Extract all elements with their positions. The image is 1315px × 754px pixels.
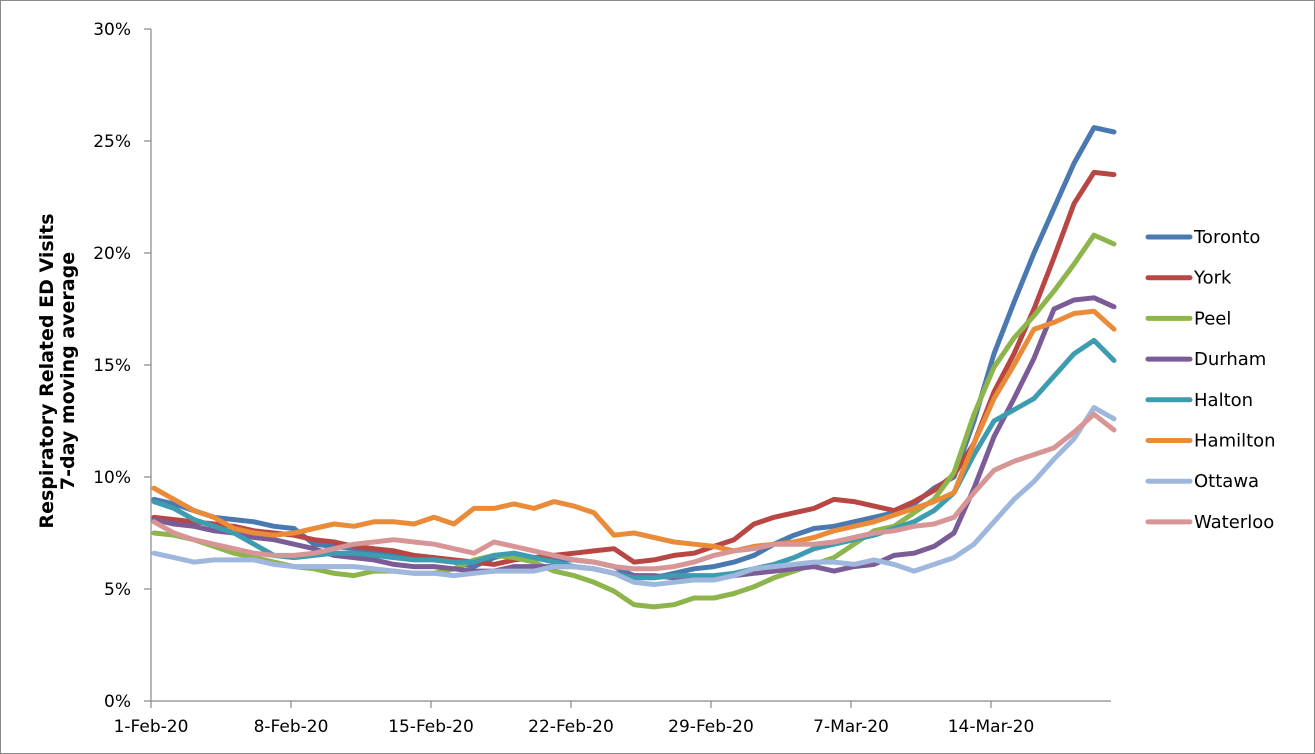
y-ticks: 0% 5% 10% 15% 20% 25% 30%: [93, 20, 151, 712]
x-tick-label: 8-Feb-20: [254, 717, 329, 737]
series-line-peel: [151, 232, 1117, 610]
y-tick-label: 30%: [93, 20, 131, 40]
x-tick-label: 15-Feb-20: [388, 717, 474, 737]
series-line-ottawa: [151, 405, 1117, 587]
y-tick-label: 20%: [93, 244, 131, 264]
legend-label-waterloo: Waterloo: [1194, 512, 1274, 533]
y-tick-label: 0%: [104, 692, 131, 712]
x-tick-label: 22-Feb-20: [528, 717, 614, 737]
y-axis-title-line2: 7-day moving average: [57, 252, 79, 490]
legend-label-york: York: [1193, 268, 1232, 289]
legend-label-toronto: Toronto: [1193, 227, 1260, 248]
x-tick-label: 29-Feb-20: [668, 717, 754, 737]
legend-label-halton: Halton: [1194, 390, 1253, 411]
x-ticks: 1-Feb-20 8-Feb-20 15-Feb-20 22-Feb-20 29-Feb…: [114, 701, 1035, 737]
y-tick-label: 25%: [93, 132, 131, 152]
series-line-toronto: [151, 125, 1117, 581]
y-axis-title-line1: Respiratory Related ED Visits: [36, 213, 58, 528]
x-tick-label: 1-Feb-20: [114, 717, 189, 737]
legend: Toronto York Peel Durham Halton Hamilton Ottaw…: [1145, 227, 1276, 533]
y-tick-label: 10%: [93, 468, 131, 488]
legend-label-hamilton: Hamilton: [1194, 431, 1276, 452]
x-tick-label: 7-Mar-20: [813, 717, 889, 737]
series-line-waterloo: [151, 411, 1117, 572]
series-line-york: [151, 169, 1117, 567]
legend-label-peel: Peel: [1194, 308, 1231, 329]
legend-label-ottawa: Ottawa: [1194, 471, 1259, 492]
series-layer: [151, 125, 1117, 610]
y-tick-label: 5%: [104, 580, 131, 600]
y-tick-label: 15%: [93, 356, 131, 376]
legend-label-durham: Durham: [1194, 349, 1266, 370]
x-tick-label: 14-Mar-20: [948, 717, 1035, 737]
series-line-hamilton: [151, 308, 1117, 554]
